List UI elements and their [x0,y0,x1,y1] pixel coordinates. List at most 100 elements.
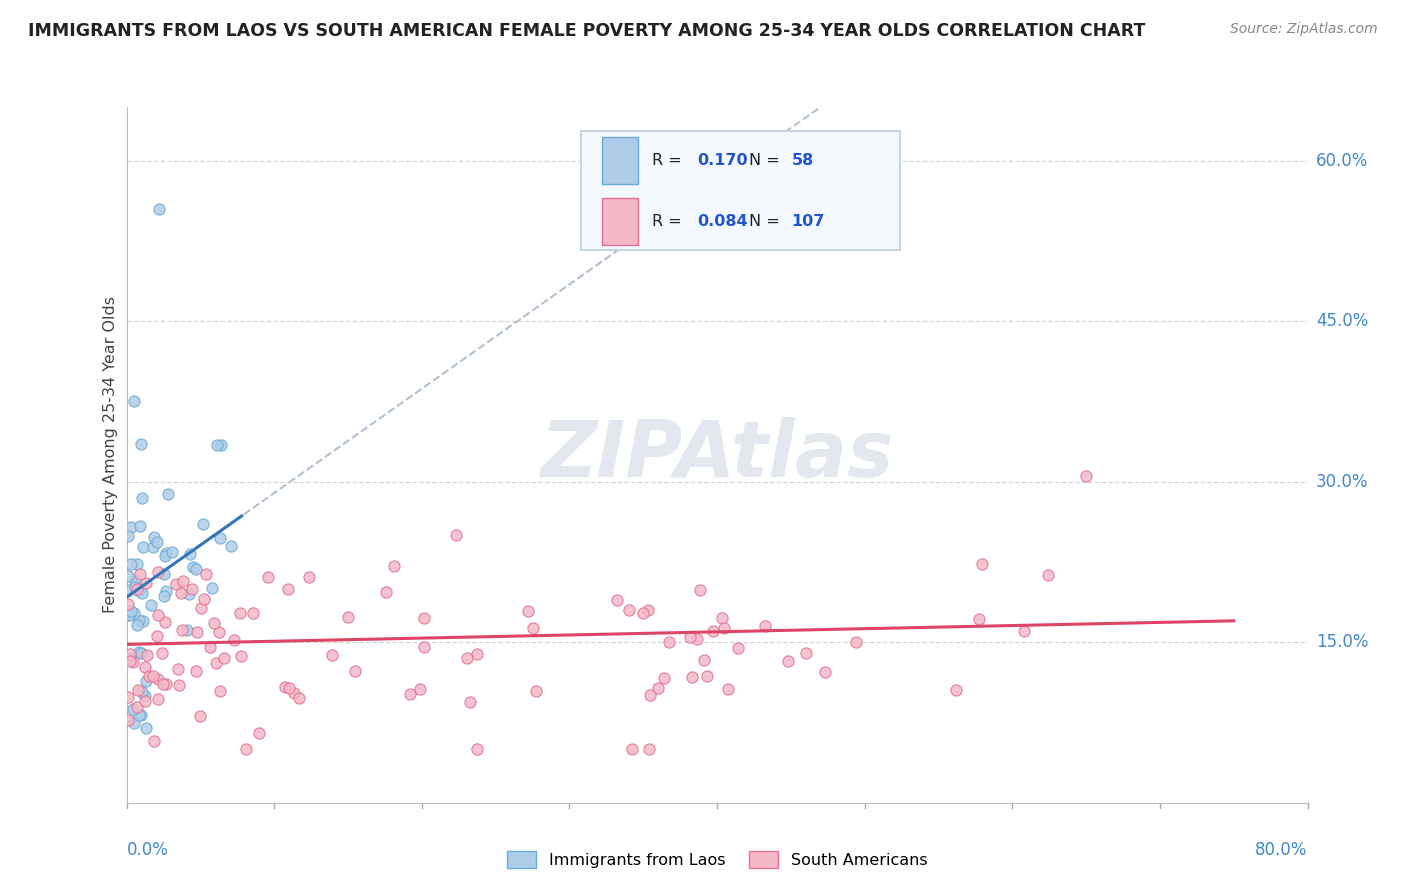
Point [142,669,165,683]
Point [205,656,228,670]
Point [257,570,280,584]
Point [412,611,434,625]
Point [121,655,143,669]
Point [132,614,155,628]
Point [606,593,628,607]
Point [125,700,148,714]
Point [129,708,153,723]
Point [637,603,659,617]
Point [117,569,139,583]
Point [686,632,709,646]
Text: Source: ZipAtlas.com: Source: ZipAtlas.com [1230,22,1378,37]
Point [124,574,146,589]
Point [202,616,225,631]
Point [617,603,640,617]
Text: 107: 107 [792,214,825,229]
Point [118,607,141,622]
Y-axis label: Female Poverty Among 25-34 Year Olds: Female Poverty Among 25-34 Year Olds [103,296,118,614]
Point [277,582,299,597]
Point [219,540,242,554]
Text: R =: R = [652,153,688,168]
Point [127,558,149,572]
Text: IMMIGRANTS FROM LAOS VS SOUTH AMERICAN FEMALE POVERTY AMONG 25-34 YEAR OLDS CORR: IMMIGRANTS FROM LAOS VS SOUTH AMERICAN F… [28,22,1146,40]
Point [176,623,198,637]
Point [1076,469,1098,483]
Point [134,694,156,708]
Point [637,742,659,756]
Point [135,673,157,688]
Point [135,576,157,591]
Point [444,527,467,541]
Point [696,669,718,683]
Point [247,726,270,740]
Point [229,607,252,621]
Point [321,648,343,662]
Point [516,604,538,618]
Point [155,677,177,691]
Point [467,648,489,662]
Point [152,566,174,581]
Point [214,651,236,665]
Point [153,589,176,603]
Point [288,691,311,706]
Point [160,544,183,558]
Point [150,646,173,660]
Point [122,606,145,620]
Point [970,557,993,571]
Point [845,634,868,648]
Point [120,648,142,662]
Point [184,562,207,576]
Point [522,621,544,635]
Point [134,690,156,704]
Point [127,617,149,632]
Point [148,673,170,687]
Point [155,583,177,598]
Point [170,586,193,600]
Point [128,566,150,581]
Point [207,624,229,639]
Point [408,682,430,697]
Point [1036,568,1059,582]
Point [146,628,169,642]
Text: N =: N = [749,214,785,229]
Point [172,574,194,588]
Point [120,652,142,666]
Point [146,607,169,622]
Point [118,654,141,668]
Text: 58: 58 [792,153,814,168]
Point [224,632,246,647]
Point [131,646,153,660]
Point [146,692,169,706]
Point [754,618,776,632]
Point [209,531,232,545]
Point [181,560,204,574]
Point [689,582,711,597]
Point [117,583,139,598]
Point [814,665,837,679]
Point [135,721,157,735]
Point [679,630,702,644]
Point [155,546,177,560]
Point [186,624,208,639]
Point [778,654,800,668]
Point [631,606,654,620]
Point [131,586,153,600]
Point [198,640,221,654]
Point [231,649,253,664]
Point [399,687,422,701]
Point [122,394,145,409]
Point [467,742,489,756]
Text: 15.0%: 15.0% [1316,633,1368,651]
Point [412,640,434,654]
FancyBboxPatch shape [603,137,638,185]
Point [146,535,169,549]
Point [702,624,724,638]
Point [193,591,215,606]
Point [205,438,228,452]
Point [179,547,201,561]
Point [621,742,644,756]
Text: 80.0%: 80.0% [1256,841,1308,859]
Text: 45.0%: 45.0% [1316,312,1368,330]
Point [298,570,321,584]
Point [120,604,142,618]
